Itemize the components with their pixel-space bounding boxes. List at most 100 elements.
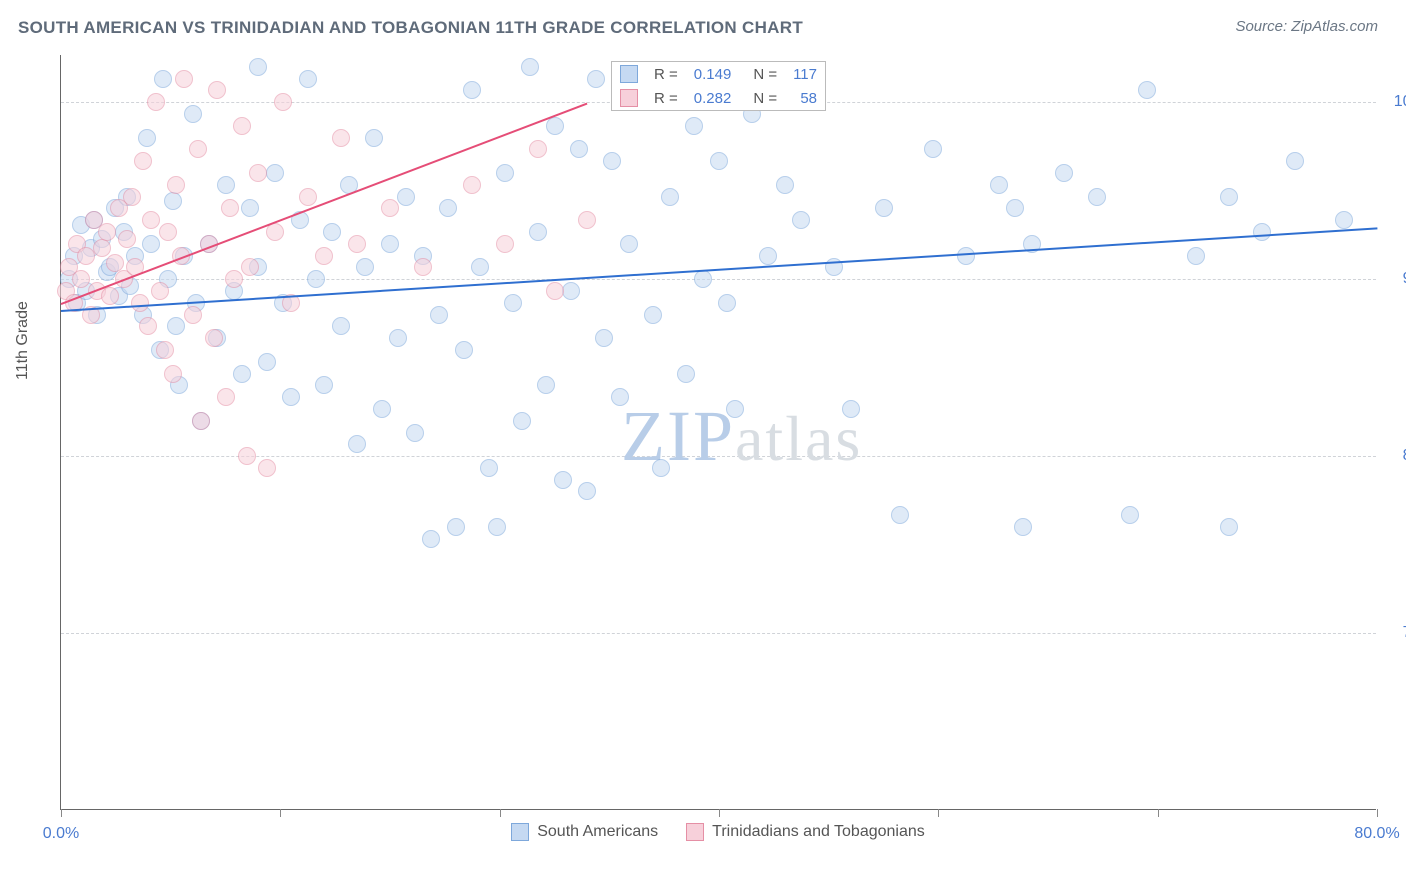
legend-n-label: N =: [739, 86, 785, 110]
scatter-point: [677, 365, 695, 383]
legend-item: South Americans: [511, 823, 658, 841]
scatter-point: [1335, 211, 1353, 229]
scatter-point: [258, 459, 276, 477]
scatter-point: [1055, 164, 1073, 182]
scatter-point: [266, 164, 284, 182]
scatter-point: [249, 164, 267, 182]
scatter-point: [521, 58, 539, 76]
scatter-point: [323, 223, 341, 241]
scatter-point: [414, 258, 432, 276]
scatter-point: [381, 199, 399, 217]
scatter-point: [924, 140, 942, 158]
scatter-point: [480, 459, 498, 477]
scatter-point: [422, 530, 440, 548]
scatter-point: [134, 152, 152, 170]
scatter-point: [603, 152, 621, 170]
y-axis-label: 11th Grade: [14, 301, 32, 380]
legend-r-label: R =: [646, 62, 686, 86]
scatter-point: [175, 70, 193, 88]
legend-n-value: 58: [785, 86, 825, 110]
scatter-point: [221, 199, 239, 217]
scatter-point: [578, 482, 596, 500]
scatter-point: [644, 306, 662, 324]
scatter-point: [164, 192, 182, 210]
scatter-point: [496, 235, 514, 253]
legend-n-label: N =: [739, 62, 785, 86]
scatter-point: [299, 70, 317, 88]
scatter-point: [1253, 223, 1271, 241]
scatter-point: [238, 447, 256, 465]
legend-label: South Americans: [537, 823, 658, 841]
watermark-zip: ZIP: [621, 396, 735, 476]
scatter-point: [274, 93, 292, 111]
y-tick-label: 85.0%: [1384, 447, 1406, 465]
chart-title: SOUTH AMERICAN VS TRINIDADIAN AND TOBAGO…: [18, 18, 803, 38]
scatter-point: [225, 270, 243, 288]
scatter-point: [77, 247, 95, 265]
scatter-point: [389, 329, 407, 347]
grid-line-h: [61, 633, 1376, 634]
scatter-point: [455, 341, 473, 359]
scatter-point: [1121, 506, 1139, 524]
scatter-point: [147, 93, 165, 111]
scatter-point: [373, 400, 391, 418]
scatter-point: [1220, 188, 1238, 206]
scatter-point: [72, 270, 90, 288]
scatter-point: [241, 199, 259, 217]
x-tick: [1158, 809, 1159, 817]
scatter-point: [101, 287, 119, 305]
legend-item: Trinidadians and Tobagonians: [686, 823, 925, 841]
scatter-point: [578, 211, 596, 229]
scatter-point: [299, 188, 317, 206]
x-tick: [500, 809, 501, 817]
legend-series: South Americans Trinidadians and Tobagoni…: [60, 823, 1376, 846]
scatter-point: [217, 176, 235, 194]
scatter-point: [587, 70, 605, 88]
scatter-point: [570, 140, 588, 158]
scatter-point: [98, 223, 116, 241]
scatter-point: [381, 235, 399, 253]
grid-line-h: [61, 279, 1376, 280]
scatter-point: [282, 388, 300, 406]
scatter-point: [529, 223, 547, 241]
scatter-point: [471, 258, 489, 276]
legend-r-value: 0.149: [686, 62, 740, 86]
scatter-point: [205, 329, 223, 347]
scatter-point: [620, 235, 638, 253]
legend-swatch: [686, 823, 704, 841]
legend-r-value: 0.282: [686, 86, 740, 110]
plot-area: ZIPatlas R =0.149N =117R =0.282N =58 77.…: [60, 55, 1376, 810]
scatter-point: [694, 270, 712, 288]
scatter-point: [192, 412, 210, 430]
scatter-point: [138, 129, 156, 147]
scatter-point: [93, 239, 111, 257]
scatter-point: [356, 258, 374, 276]
scatter-point: [397, 188, 415, 206]
legend-swatch: [620, 89, 638, 107]
scatter-point: [546, 282, 564, 300]
scatter-point: [661, 188, 679, 206]
scatter-point: [496, 164, 514, 182]
scatter-point: [131, 294, 149, 312]
scatter-point: [759, 247, 777, 265]
scatter-point: [189, 140, 207, 158]
scatter-point: [118, 230, 136, 248]
scatter-point: [365, 129, 383, 147]
scatter-point: [652, 459, 670, 477]
scatter-point: [151, 282, 169, 300]
legend-r-label: R =: [646, 86, 686, 110]
scatter-point: [562, 282, 580, 300]
scatter-point: [710, 152, 728, 170]
scatter-point: [554, 471, 572, 489]
scatter-point: [463, 176, 481, 194]
x-tick: [938, 809, 939, 817]
scatter-point: [529, 140, 547, 158]
scatter-point: [123, 188, 141, 206]
scatter-point: [1138, 81, 1156, 99]
scatter-point: [891, 506, 909, 524]
source-credit: Source: ZipAtlas.com: [1235, 18, 1378, 35]
scatter-point: [430, 306, 448, 324]
scatter-point: [139, 317, 157, 335]
legend-swatch: [511, 823, 529, 841]
scatter-point: [842, 400, 860, 418]
